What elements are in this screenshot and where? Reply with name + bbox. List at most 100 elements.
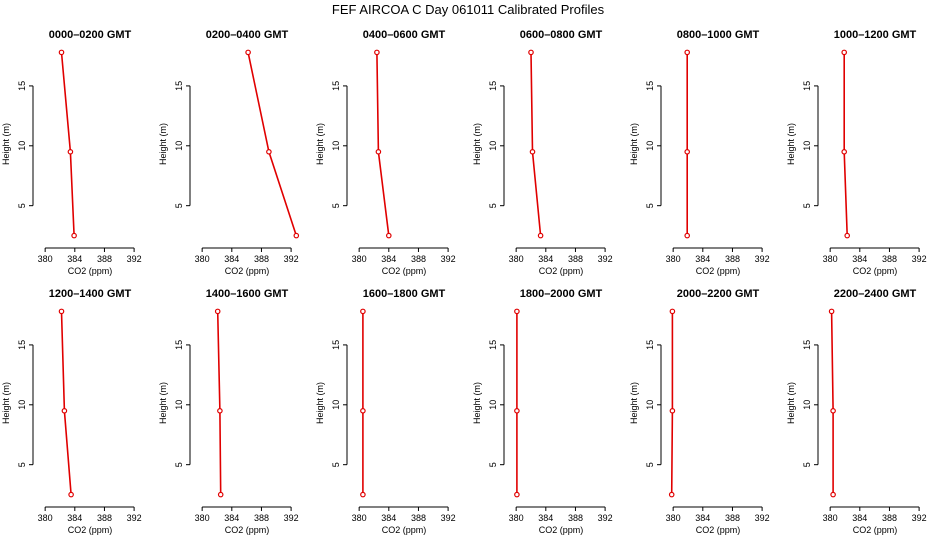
x-tick-label: 388 [97, 254, 112, 264]
x-tick-label: 380 [509, 254, 524, 264]
x-tick-label: 380 [38, 254, 53, 264]
x-tick-label: 388 [725, 513, 740, 523]
panel-title: 0800–1000 GMT [677, 29, 760, 41]
x-tick-label: 392 [755, 513, 770, 523]
chart-panel: 0000–0200 GMT 380 384 388 392 5 10 15 CO2 (ppm) H… [1, 29, 142, 276]
profile-line [830, 311, 834, 495]
data-point [844, 232, 851, 239]
panel-title: 1000–1200 GMT [834, 29, 917, 41]
chart-panel: 0200–0400 GMT 380 384 388 392 5 10 15 CO2 (ppm) H… [158, 29, 300, 276]
panel-title: 0200–0400 GMT [206, 29, 289, 41]
figure-title: FEF AIRCOA C Day 061011 Calibrated Profi… [332, 2, 605, 17]
y-axis-label: Height (m) [786, 382, 796, 424]
data-point [58, 49, 65, 56]
data-point [668, 491, 675, 498]
x-axis-label: CO2 (ppm) [68, 525, 113, 535]
y-tick-label: 15 [331, 81, 341, 91]
y-axis-label: Height (m) [472, 382, 482, 424]
x-tick-label: 380 [666, 513, 681, 523]
x-tick-label: 388 [411, 254, 426, 264]
chart-panel: 1200–1400 GMT 380 384 388 392 5 10 15 CO2 (ppm) H… [1, 288, 142, 535]
y-tick-label: 10 [488, 400, 498, 410]
x-tick-label: 384 [695, 254, 710, 264]
data-point [293, 232, 300, 239]
y-tick-label: 5 [174, 462, 184, 467]
y-tick-label: 10 [802, 400, 812, 410]
x-tick-label: 380 [666, 254, 681, 264]
x-tick-label: 392 [912, 254, 927, 264]
profile-line [216, 311, 222, 495]
data-point [61, 407, 68, 414]
y-tick-label: 15 [645, 340, 655, 350]
y-tick-label: 5 [174, 203, 184, 208]
chart-panel: 0400–0600 GMT 380 384 388 392 5 10 15 CO2 (ppm) H… [315, 29, 456, 276]
data-point [514, 308, 520, 315]
x-axis-label: CO2 (ppm) [382, 266, 427, 276]
y-axis-label: Height (m) [315, 123, 325, 165]
x-tick-label: 384 [852, 513, 867, 523]
data-point [217, 407, 223, 414]
y-axis-label: Height (m) [158, 123, 168, 165]
chart-panel: 1600–1800 GMT 380 384 388 392 5 10 15 CO2 (ppm) H… [315, 288, 456, 535]
data-point [385, 232, 392, 239]
x-tick-label: 384 [538, 254, 553, 264]
y-tick-label: 5 [488, 203, 498, 208]
data-point [360, 308, 366, 315]
data-point [375, 149, 382, 155]
profile-line [670, 311, 674, 495]
x-tick-label: 392 [127, 254, 142, 264]
data-point [841, 49, 848, 56]
profile-line [60, 52, 75, 236]
x-tick-label: 392 [912, 513, 927, 523]
x-tick-label: 380 [352, 254, 367, 264]
panel-title: 0000–0200 GMT [49, 29, 132, 41]
panel-title: 1800–2000 GMT [520, 288, 603, 300]
chart-panel: 2000–2200 GMT 380 384 388 392 5 10 15 CO2 (ppm) H… [629, 288, 770, 535]
x-axis-label: CO2 (ppm) [225, 525, 270, 535]
y-axis-label: Height (m) [315, 382, 325, 424]
x-tick-label: 388 [725, 254, 740, 264]
y-tick-label: 15 [645, 81, 655, 91]
profile-line [60, 311, 72, 495]
y-tick-label: 5 [331, 462, 341, 467]
x-tick-label: 388 [254, 513, 269, 523]
y-tick-label: 10 [174, 141, 184, 151]
panel-title: 0600–0800 GMT [520, 29, 603, 41]
data-point [514, 491, 520, 498]
y-axis-label: Height (m) [472, 123, 482, 165]
x-tick-label: 384 [538, 513, 553, 523]
chart-panel: 0600–0800 GMT 380 384 388 392 5 10 15 CO2 (ppm) H… [472, 29, 613, 276]
data-point [537, 232, 544, 239]
x-axis-label: CO2 (ppm) [225, 266, 270, 276]
x-axis-label: CO2 (ppm) [853, 266, 898, 276]
y-axis-label: Height (m) [786, 123, 796, 165]
chart-panel: 1400–1600 GMT 380 384 388 392 5 10 15 CO2 (ppm) H… [158, 288, 299, 535]
y-tick-label: 15 [174, 340, 184, 350]
x-axis-label: CO2 (ppm) [696, 266, 741, 276]
data-point [514, 407, 520, 414]
y-tick-label: 5 [645, 462, 655, 467]
x-axis-label: CO2 (ppm) [382, 525, 427, 535]
data-point [528, 49, 534, 56]
y-tick-label: 15 [488, 81, 498, 91]
profile-line [247, 52, 298, 236]
y-tick-label: 5 [802, 203, 812, 208]
profile-line [376, 52, 390, 236]
data-point [58, 308, 65, 315]
x-tick-label: 388 [568, 513, 583, 523]
y-tick-label: 5 [488, 462, 498, 467]
x-tick-label: 388 [254, 254, 269, 264]
y-tick-label: 15 [17, 81, 27, 91]
y-axis-label: Height (m) [629, 382, 639, 424]
data-point [68, 491, 74, 498]
x-axis-label: CO2 (ppm) [696, 525, 741, 535]
x-axis-label: CO2 (ppm) [68, 266, 113, 276]
x-tick-label: 384 [381, 513, 396, 523]
data-point [360, 491, 366, 498]
data-point [360, 407, 366, 414]
x-tick-label: 392 [284, 254, 299, 264]
x-tick-label: 392 [127, 513, 142, 523]
data-point [374, 49, 380, 56]
data-point [71, 232, 77, 239]
y-tick-label: 10 [331, 141, 341, 151]
